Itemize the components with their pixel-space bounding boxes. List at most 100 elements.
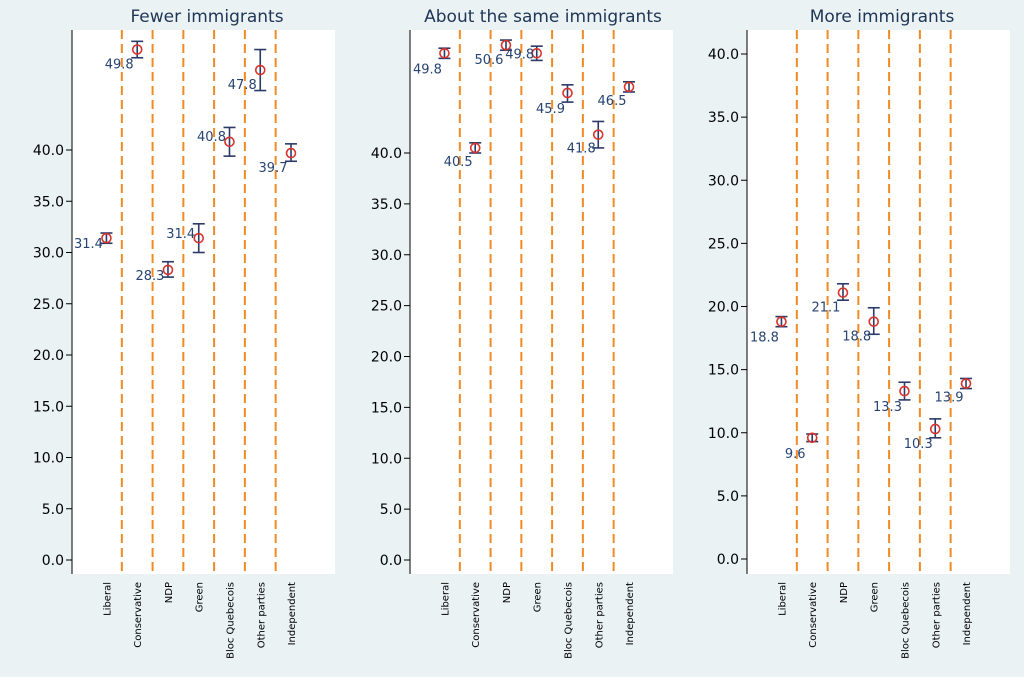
category-label: Green <box>870 582 881 612</box>
data-point <box>960 378 972 389</box>
y-tick-label: 20.0 <box>371 350 402 366</box>
category-label: Other parties <box>931 582 942 648</box>
data-point <box>562 87 573 99</box>
data-point <box>899 385 910 397</box>
category-label: NDP <box>839 582 850 603</box>
y-tick-label: 20.0 <box>33 348 64 364</box>
data-point <box>806 432 818 444</box>
data-point <box>623 81 635 93</box>
value-label: 31.4 <box>74 237 103 252</box>
category-label: NDP <box>502 582 513 603</box>
data-point <box>837 287 849 298</box>
data-point <box>439 47 450 59</box>
plot-area <box>747 30 1010 574</box>
category-label: Bloc Quebecois <box>900 582 911 659</box>
y-tick-label: 0.0 <box>380 553 402 569</box>
y-tick-label: 0.0 <box>42 553 64 569</box>
value-label: 10.3 <box>904 437 933 452</box>
data-point <box>592 129 604 140</box>
value-label: 28.3 <box>135 269 164 284</box>
category-label: Green <box>533 582 544 612</box>
y-tick-label: 40.0 <box>33 143 64 159</box>
y-tick-label: 35.0 <box>33 194 64 210</box>
value-label: 40.8 <box>197 130 226 145</box>
y-tick-label: 30.0 <box>708 173 739 189</box>
category-label: Liberal <box>102 582 113 616</box>
plot-area <box>410 30 673 574</box>
value-label: 49.8 <box>413 62 442 77</box>
category-label: Liberal <box>777 582 788 616</box>
data-point <box>224 136 235 148</box>
value-label: 31.4 <box>166 227 195 242</box>
panel-3: More immigrants 0.0 5.0 10.0 15.0 20.0 25.0 30.… <box>708 7 1010 659</box>
category-label: Conservative <box>133 582 144 648</box>
y-tick-label: 35.0 <box>371 197 402 213</box>
data-point <box>469 142 481 154</box>
category-label: Independent <box>625 582 636 645</box>
y-tick-label: 25.0 <box>708 236 739 252</box>
value-label: 18.8 <box>842 330 871 345</box>
data-point <box>929 423 941 435</box>
y-tick-label: 10.0 <box>371 451 402 467</box>
y-tick-label: 5.0 <box>717 489 739 505</box>
y-tick-label: 10.0 <box>708 426 739 442</box>
y-tick-label: 0.0 <box>717 552 739 568</box>
category-label: Bloc Quebecois <box>225 582 236 659</box>
y-tick-label: 10.0 <box>33 451 64 467</box>
data-point <box>868 316 880 327</box>
value-label: 39.7 <box>259 161 288 176</box>
panel-title: More immigrants <box>810 7 955 27</box>
value-label: 40.5 <box>444 155 473 170</box>
value-label: 45.9 <box>536 102 565 117</box>
value-label: 47.8 <box>228 78 257 93</box>
y-tick-label: 25.0 <box>371 299 402 315</box>
data-point <box>776 316 787 327</box>
y-tick-label: 20.0 <box>708 300 739 316</box>
category-label: Conservative <box>808 582 819 648</box>
value-label: 46.5 <box>598 94 627 109</box>
value-label: 41.8 <box>567 142 596 157</box>
category-label: Conservative <box>471 582 482 648</box>
data-point <box>285 147 297 159</box>
panel-title: Fewer immigrants <box>130 7 283 27</box>
category-label: Independent <box>287 582 298 645</box>
y-tick-label: 5.0 <box>380 502 402 518</box>
value-label: 13.9 <box>935 391 964 406</box>
data-point <box>193 232 205 244</box>
category-label: Other parties <box>256 582 267 648</box>
category-label: Green <box>195 582 206 612</box>
y-tick-label: 30.0 <box>371 248 402 264</box>
y-tick-label: 15.0 <box>371 400 402 416</box>
data-point <box>101 232 112 244</box>
data-point <box>254 64 266 76</box>
panel-1: Fewer immigrants 0.0 5.0 10.0 15.0 20.0 25.0 30… <box>33 7 335 659</box>
y-tick-label: 5.0 <box>42 502 64 518</box>
panel-title: About the same immigrants <box>424 7 662 27</box>
plot-area <box>72 30 335 574</box>
category-label: NDP <box>164 582 175 603</box>
y-tick-label: 40.0 <box>708 47 739 63</box>
data-point <box>500 39 512 51</box>
y-tick-label: 15.0 <box>708 363 739 379</box>
panel-2: About the same immigrants 0.0 5.0 10.0 15.0 2… <box>371 7 673 659</box>
category-label: Independent <box>962 582 973 645</box>
y-tick-label: 15.0 <box>33 399 64 415</box>
y-tick-label: 35.0 <box>708 110 739 126</box>
value-label: 49.8 <box>505 47 534 62</box>
data-point <box>162 264 174 276</box>
value-label: 9.6 <box>785 447 806 462</box>
category-label: Other parties <box>594 582 605 648</box>
y-tick-label: 25.0 <box>33 297 64 313</box>
data-point <box>131 44 143 55</box>
category-label: Bloc Quebecois <box>563 582 574 659</box>
y-tick-label: 30.0 <box>33 246 64 262</box>
category-label: Liberal <box>440 582 451 616</box>
value-label: 50.6 <box>474 53 503 68</box>
value-label: 13.3 <box>873 400 902 415</box>
value-label: 21.1 <box>811 301 840 316</box>
value-label: 18.8 <box>750 331 779 346</box>
data-point <box>531 47 543 59</box>
y-tick-label: 40.0 <box>371 146 402 162</box>
